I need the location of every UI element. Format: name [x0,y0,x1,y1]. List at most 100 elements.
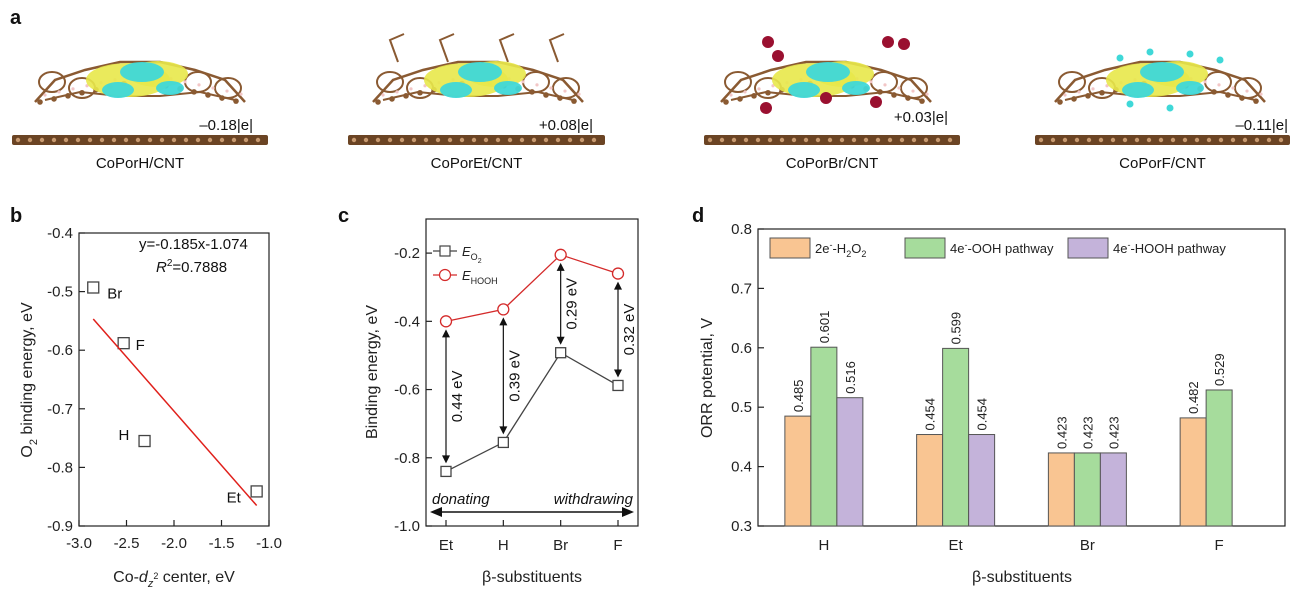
panel-c-x-axis-label: β-substituents [482,569,582,586]
fluorine-atom [1216,56,1224,64]
substrate-atom [51,137,57,143]
bar-value-label: 0.516 [843,361,858,394]
panel-label-c: c [338,205,349,227]
substrate-atom [219,137,225,143]
substrate-atom [531,137,537,143]
legend-eo2-marker [439,245,451,257]
hydrogen-atom [729,93,733,97]
legend-4e-hooh-swatch [1067,237,1109,259]
substrate-atom [1230,137,1236,143]
substrate-atom [1074,137,1080,143]
legend-2e-h2o2-label: 2e--H2O2 [815,240,866,259]
panel-label-a: a [10,7,22,29]
substrate-atom [495,137,501,143]
panel-c-line: Et H Br F -1.0 -0.8 -0.6 -0.4 -0.2 0.44 eV 0.39 … [364,218,639,586]
substrate-atom [851,137,857,143]
bar [810,346,838,527]
substrate-atom [1146,137,1152,143]
porphyrin-backbone [1054,60,1266,103]
legend-4e-hooh-label: 4e--HOOH pathway [1113,240,1226,256]
panel-d-frame [757,228,1286,527]
phenyl-ring [724,71,752,93]
charge-value: –0.18|e| [199,117,253,134]
panel-b-x-axis-label: Co-dz2 center, eV [113,569,235,590]
phenyl-ring [522,71,550,93]
ethyl-group [438,33,455,63]
substrate-atom [887,137,893,143]
bar [916,434,944,527]
substrate-atom [543,137,549,143]
gap-arrow-bottom-head [442,455,450,464]
hydrogen-atom [409,87,413,91]
charge-density-cyan [120,62,164,82]
hydrogen-atom [1259,92,1263,96]
y-tick-label: -0.4 [394,313,420,330]
bromine-atom [882,36,894,48]
series-point-ehooh [611,267,625,280]
substrate-atom [791,137,797,143]
x-tick-label: Br [553,537,568,554]
y-tick-label: -1.0 [394,518,420,535]
charge-density-cyan [156,81,184,95]
substrate-atom [483,137,489,143]
porphyrin-backbone [34,60,246,103]
series-point-ehooh [497,303,510,316]
substrate-atom [1050,137,1056,143]
y-tick-label: -0.6 [394,382,420,399]
substrate-atom [1134,137,1140,143]
direction-arrow-right-head [622,507,634,517]
carbon-atom [65,93,71,99]
y-tick-label: -0.2 [394,245,420,262]
hydrogen-atom [1063,93,1067,97]
substrate-atom [839,137,845,143]
carbon-atom [403,93,409,99]
hydrogen-atom [85,84,89,88]
x-tick-label: -2.5 [114,535,140,552]
carbon-atom [1225,92,1231,98]
substrate-atom [1110,137,1116,143]
substrate-atom [567,137,573,143]
data-point [138,434,151,448]
hydrogen-atom [577,92,581,96]
gap-label: 0.29 eV [564,278,581,330]
phenyl-ring [1058,71,1086,93]
charge-density-cyan [102,82,134,98]
substrate-atom [1206,137,1212,143]
gap-arrow-bottom-head [499,426,508,435]
data-point [87,281,100,294]
legend-2e-h2o2-swatch [769,237,811,259]
bar [1205,389,1233,527]
bromine-atom [762,36,774,48]
bar [836,397,864,527]
legend-ehooh-marker [438,268,452,282]
hydrogen-atom [757,87,761,91]
carbon-atom [905,95,911,101]
data-point [117,337,130,350]
phenyl-ring [552,77,580,99]
panel-c-direction-arrow: donating withdrawing [430,491,634,517]
gap-arrow-top-head [556,262,565,271]
bar-value-label: 0.482 [1186,381,1201,414]
substrate-atom [863,137,869,143]
hydrogen-atom [869,80,873,84]
substrate-atom [875,137,881,143]
fit-line [92,318,258,506]
carbon-atom [1211,89,1217,95]
bar [1099,452,1127,527]
panel-b-x-ticks: -3.0 -2.5 -2.0 -1.5 -1.0 [66,520,282,552]
hydrogen-atom [395,90,399,94]
carbon-atom [219,95,225,101]
charge-value: –0.11|e| [1235,117,1288,134]
substrate-atom [1266,137,1272,143]
carbon-atom [1071,96,1077,102]
y-tick-label: 0.7 [731,280,752,297]
carbon-atom [79,89,85,96]
panel-b-r2-value: =0.7888 [172,259,227,276]
bar-value-label: 0.423 [1054,416,1069,449]
charge-density-cyan [806,62,850,82]
structure-3: +0.03|e| CoPorBr/CNT [704,36,960,172]
hydrogen-atom [1217,83,1221,87]
series-line-1 [445,351,619,473]
ethyl-group [498,33,515,63]
carbon-atom [1057,99,1063,105]
